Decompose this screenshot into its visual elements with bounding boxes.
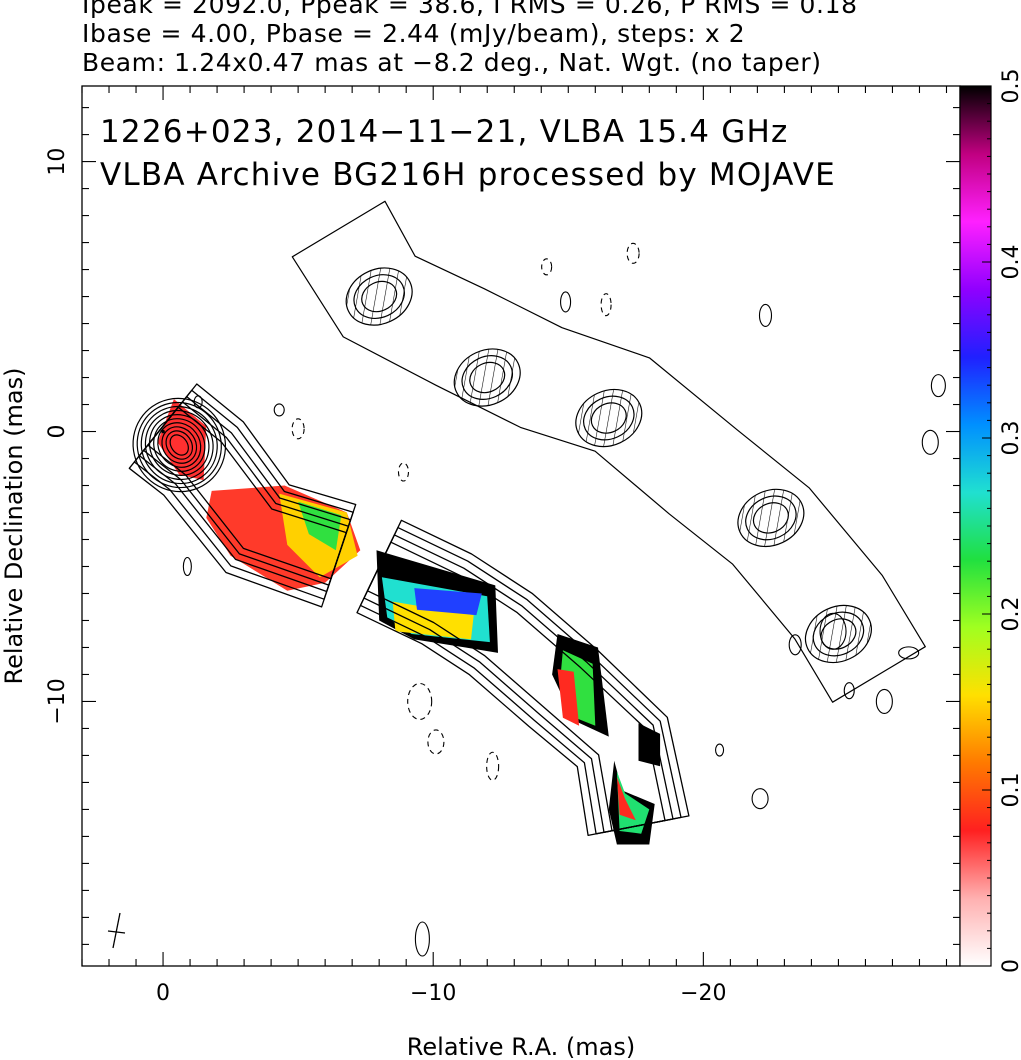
jet-contour-inner-4 (128, 383, 357, 608)
header-line-3: Beam: 1.24x0.47 mas at −8.2 deg., Nat. W… (82, 48, 822, 77)
shifted-knot-b-ring-0 (453, 348, 521, 407)
noise-contour-3 (427, 729, 445, 755)
polarization-color-layer (157, 399, 661, 845)
shifted-contour-envelope (291, 200, 926, 703)
core-contour-1 (165, 430, 194, 460)
noise-contour-17 (182, 556, 192, 577)
y-axis-label: Relative Declination (mas) (0, 367, 28, 684)
colorbar-ticks (982, 85, 991, 967)
noise-contour-0 (291, 418, 305, 440)
core-contour-2 (161, 426, 198, 464)
noise-contour-9 (758, 303, 773, 327)
noise-contour-2 (407, 682, 433, 721)
noise-contour-23 (715, 743, 725, 757)
axis-ticks (81, 86, 960, 966)
map-title-line-2: VLBA Archive BG216H processed by MOJAVE (100, 157, 836, 193)
colorbar-tick-label: 0.4 (999, 245, 1021, 280)
noise-contour-11 (921, 429, 939, 455)
polarization-patch-10 (557, 669, 580, 726)
core-contour-9 (132, 397, 227, 493)
shifted-knot-b-ring-1 (461, 355, 513, 400)
noise-contour-21 (898, 646, 920, 660)
shifted-knot-a-ring-1 (353, 274, 405, 319)
core-contour-7 (140, 405, 218, 485)
colorbar (959, 85, 992, 967)
noise-contour-18 (193, 395, 203, 409)
noise-contour-7 (626, 242, 640, 264)
shifted-knot-c-ring-0 (575, 388, 643, 448)
noise-contour-19 (819, 612, 847, 650)
shifted-knot-d-ring-0 (737, 488, 805, 548)
core-contour-4 (153, 418, 206, 472)
core-contour-8 (136, 401, 222, 489)
noise-contour-10 (930, 374, 946, 398)
noise-contour-1 (397, 462, 410, 482)
y-tick-label: 10 (45, 148, 70, 176)
y-tick-label: 0 (45, 425, 70, 439)
polarization-patch-13 (616, 771, 650, 834)
noise-contour-layer (182, 242, 946, 957)
core-contour-3 (157, 422, 202, 468)
colorbar-tick-label: 0.1 (999, 773, 1021, 808)
core-peak (161, 429, 165, 434)
colorbar-tick-label: 0.3 (999, 421, 1021, 456)
noise-contour-6 (600, 293, 612, 317)
core-contour-0 (169, 434, 189, 456)
colorbar-tick-label: 0 (999, 959, 1021, 973)
x-tick-label: 0 (156, 981, 170, 1006)
shifted-knot-c-ring-1 (583, 395, 635, 441)
shifted-knot-a-ring-0 (345, 267, 413, 326)
x-tick-label: −10 (410, 981, 456, 1006)
polarization-patch-14 (616, 777, 636, 821)
polarization-vector-layer (291, 200, 926, 703)
noise-contour-13 (875, 688, 893, 715)
noise-contour-4 (486, 751, 500, 781)
noise-contour-8 (560, 291, 572, 313)
shifted-knot-d-ring-1 (745, 495, 797, 541)
colorbar-tick-label: 0.5 (999, 69, 1021, 104)
polarization-patch-7 (414, 588, 482, 616)
noise-contour-16 (273, 403, 285, 417)
x-axis-label: Relative R.A. (mas) (407, 1033, 635, 1060)
noise-contour-20 (788, 634, 802, 656)
noise-contour-12 (414, 921, 430, 957)
beam-marker (107, 912, 126, 949)
noise-contour-14 (843, 682, 855, 700)
core-contour-6 (144, 410, 214, 481)
shifted-knot-a-ring-2 (361, 280, 398, 313)
shifted-knot-d-ring-2 (752, 502, 789, 534)
y-tick-label: −10 (45, 678, 70, 724)
map-title-line-1: 1226+023, 2014−11−21, VLBA 15.4 GHz (100, 114, 788, 150)
header-line-1: Ipeak = 2092.0, Ppeak = 38.6, I RMS = 0.… (82, 0, 858, 19)
intensity-contour-layer (128, 383, 690, 837)
noise-contour-5 (541, 258, 553, 276)
shifted-knot-e-ring-1 (812, 611, 865, 657)
colorbar-tick-label: 0.2 (999, 597, 1021, 632)
header-line-2: Ibase = 4.00, Pbase = 2.44 (mJy/beam), s… (82, 19, 746, 48)
jet-contour-outer-3 (356, 519, 690, 837)
shifted-knot-b-ring-2 (469, 361, 506, 394)
axis-tick-labels: 0 −10 −20 10 0 −10 0 0.1 0.2 0.3 0.4 0.5 (45, 69, 1021, 1007)
x-tick-label: −20 (680, 981, 726, 1006)
noise-contour-15 (751, 788, 769, 810)
shifted-knot-c-ring-2 (590, 402, 627, 434)
core-contour-5 (148, 414, 210, 476)
